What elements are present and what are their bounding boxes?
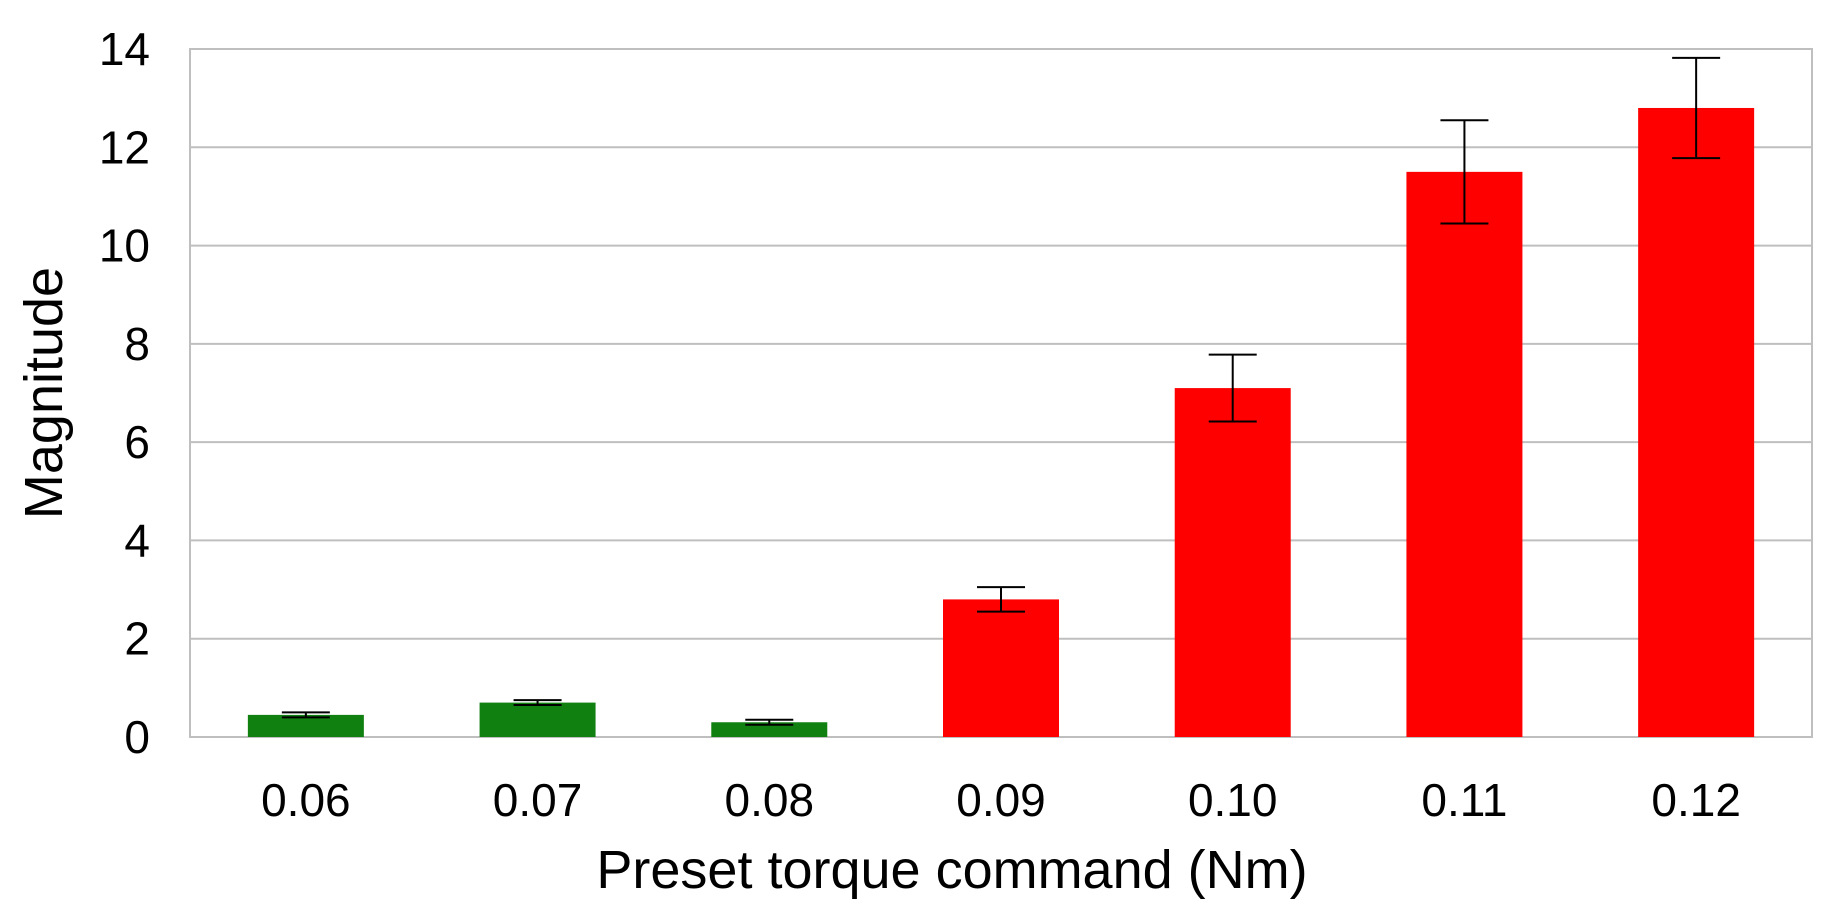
- y-tick-label: 0: [124, 711, 150, 763]
- bar: [247, 714, 364, 737]
- error-bar: [977, 586, 1025, 613]
- grid: [190, 146, 1812, 640]
- x-tick-label: 0.12: [1651, 774, 1741, 826]
- y-tick-label: 2: [124, 613, 150, 665]
- y-tick-label: 6: [124, 416, 150, 468]
- bars: [247, 107, 1755, 737]
- bar: [1406, 171, 1523, 737]
- bar: [1174, 388, 1291, 737]
- x-tick-label: 0.09: [956, 774, 1046, 826]
- y-tick-label: 8: [124, 318, 150, 370]
- bar: [1638, 107, 1755, 737]
- y-tick-label: 4: [124, 514, 150, 566]
- x-axis-title: Preset torque command (Nm): [596, 840, 1307, 900]
- error-bar: [1440, 119, 1489, 225]
- error-bar: [513, 699, 562, 707]
- y-tick-label: 14: [99, 23, 150, 75]
- x-tick-label: 0.10: [1188, 774, 1278, 826]
- bar: [479, 702, 596, 737]
- y-axis-title: Magnitude: [14, 267, 74, 519]
- error-bar: [1208, 353, 1257, 423]
- y-axis-ticks: 0 2 4 6 8 10 12 14: [99, 23, 150, 763]
- x-tick-label: 0.08: [725, 774, 815, 826]
- error-bar: [1672, 56, 1721, 160]
- x-axis-ticks: 0.06 0.07 0.08 0.09 0.10 0.11 0.12: [261, 774, 1741, 826]
- error-bar: [281, 711, 330, 719]
- x-tick-label: 0.07: [493, 774, 583, 826]
- bar: [711, 722, 828, 737]
- x-tick-label: 0.11: [1421, 774, 1507, 826]
- error-bars: [281, 56, 1721, 726]
- bar: [943, 599, 1059, 737]
- y-tick-label: 10: [99, 220, 150, 272]
- x-tick-label: 0.06: [261, 774, 351, 826]
- y-tick-label: 12: [99, 121, 150, 173]
- error-bar: [745, 718, 794, 726]
